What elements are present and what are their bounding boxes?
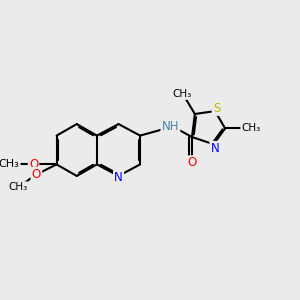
Text: CH₃: CH₃ [0, 159, 20, 170]
Text: S: S [213, 102, 220, 115]
Text: CH₃: CH₃ [242, 123, 261, 134]
Text: N: N [114, 171, 123, 184]
Text: NH: NH [162, 121, 179, 134]
Text: CH₃: CH₃ [8, 182, 27, 192]
Text: O: O [188, 157, 196, 169]
Text: O: O [32, 168, 41, 181]
Text: CH₃: CH₃ [172, 89, 191, 99]
Text: N: N [211, 142, 219, 155]
Text: O: O [29, 158, 38, 171]
